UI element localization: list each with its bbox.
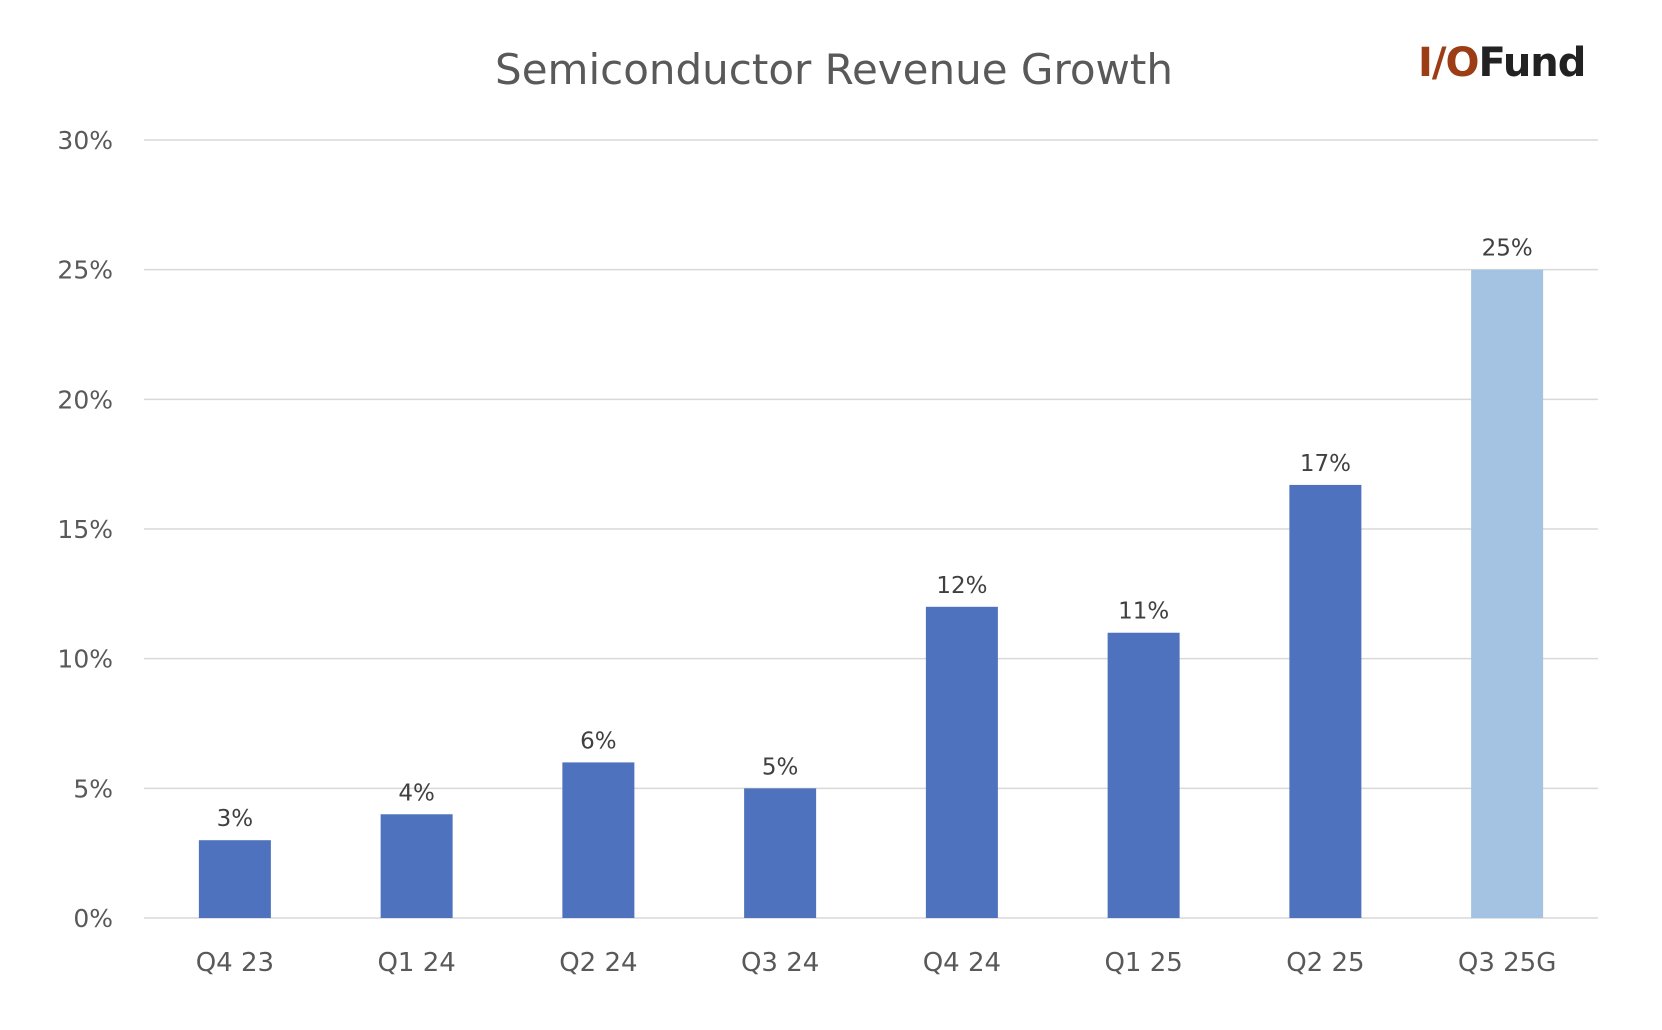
- x-tick-label: Q2 24: [559, 948, 637, 978]
- y-tick-label: 0%: [73, 904, 113, 933]
- data-label: 25%: [1482, 236, 1533, 262]
- chart-title: Semiconductor Revenue Growth: [495, 45, 1173, 94]
- x-tick-label: Q1 24: [377, 948, 455, 978]
- y-tick-label: 10%: [57, 645, 113, 674]
- y-tick-label: 15%: [57, 515, 113, 544]
- bar: [744, 788, 817, 918]
- y-tick-label: 5%: [73, 774, 113, 803]
- data-label: 11%: [1118, 599, 1169, 625]
- logo-part1: I/O: [1418, 40, 1479, 86]
- x-tick-label: Q3 24: [741, 948, 819, 978]
- y-tick-label: 20%: [57, 385, 113, 414]
- data-label: 17%: [1300, 451, 1351, 477]
- io-fund-logo: I/OFund: [1418, 40, 1587, 86]
- y-tick-label: 30%: [57, 126, 113, 155]
- data-label: 12%: [936, 573, 987, 599]
- x-axis: Q4 23 Q1 24 Q2 24 Q3 24 Q4 24 Q1 25 Q2 25 Q3 25…: [196, 948, 1557, 978]
- data-label: 6%: [580, 728, 617, 754]
- data-label: 3%: [217, 806, 254, 832]
- bar: [925, 606, 998, 918]
- logo-part2: Fund: [1478, 40, 1587, 86]
- bar: [1471, 269, 1544, 919]
- data-labels: 3% 4% 6% 5% 12% 11% 17% 25%: [217, 236, 1533, 833]
- x-tick-label: Q3 25G: [1458, 948, 1557, 978]
- bar: [1107, 632, 1180, 918]
- y-tick-label: 25%: [57, 256, 113, 285]
- x-tick-label: Q4 23: [196, 948, 274, 978]
- bar: [1289, 484, 1362, 918]
- x-tick-label: Q2 25: [1286, 948, 1364, 978]
- x-tick-label: Q1 25: [1104, 948, 1182, 978]
- bar: [562, 762, 635, 918]
- bar: [380, 814, 453, 918]
- gridlines: [144, 139, 1598, 919]
- data-label: 5%: [762, 754, 799, 780]
- bars: [198, 269, 1544, 919]
- bar: [198, 840, 271, 918]
- y-axis: 0% 5% 10% 15% 20% 25% 30%: [57, 126, 113, 933]
- data-label: 4%: [398, 780, 435, 806]
- x-tick-label: Q4 24: [923, 948, 1001, 978]
